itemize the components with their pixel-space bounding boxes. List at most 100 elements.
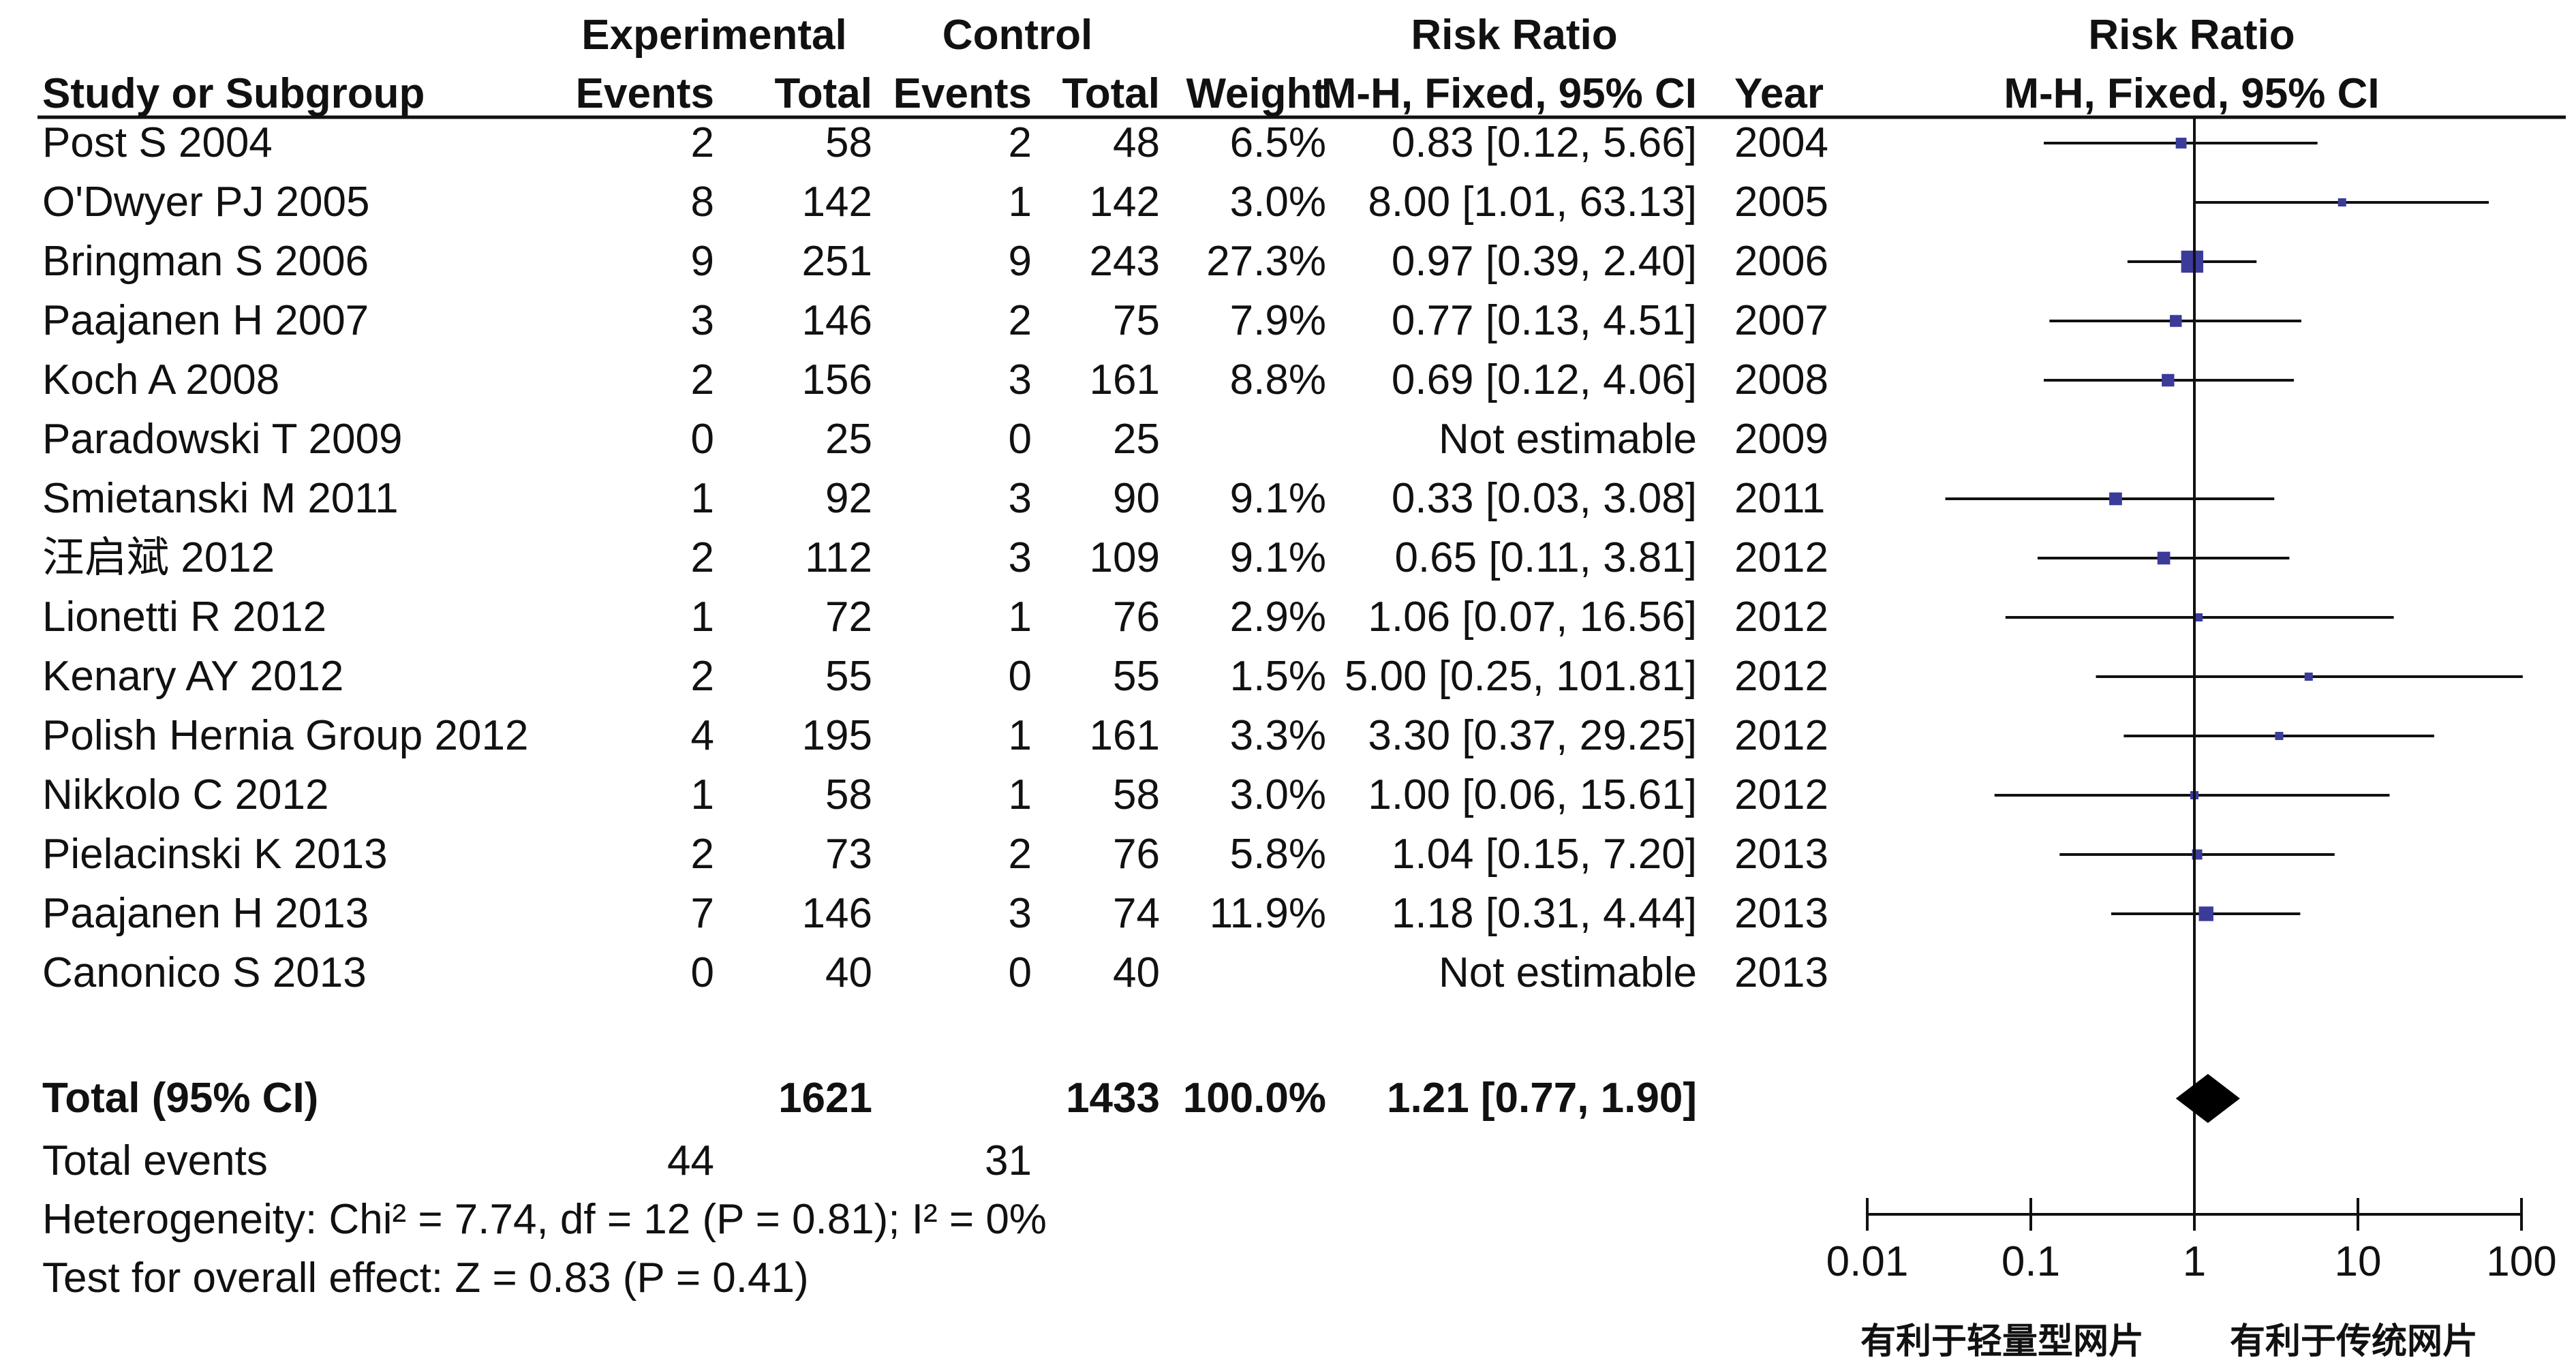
year-header: Year [1734,70,1824,117]
effect-marker [2304,673,2313,681]
effect-marker [2157,551,2171,565]
plot-title: Risk Ratio [2088,12,2295,59]
ctrl-events-cell: 2 [1009,297,1032,344]
exp-total-cell: 251 [802,238,872,285]
effect-marker [2170,315,2182,327]
ctrl-events-cell: 3 [1009,475,1032,522]
ctrl-total-cell: 25 [1113,416,1160,463]
ctrl-events-cell: 3 [1009,356,1032,403]
exp-total-cell: 92 [825,475,872,522]
exp-total-cell: 146 [802,297,872,344]
total-label: Total (95% CI) [42,1075,318,1122]
total-events-ctrl: 31 [985,1137,1032,1184]
exp-total-cell: 25 [825,416,872,463]
exp-total-cell: 58 [825,771,872,818]
exp-total-cell: 58 [825,119,872,166]
ctrl-events-header: Events [893,70,1032,117]
effect-marker [2337,198,2346,206]
total-exp-total: 1621 [778,1075,872,1122]
study-rows: Post S 2004 2 58 2 48 6.5% 0.83 [0.12, 5.66] 20… [42,119,1828,996]
forest-plot-area: 0.01 0.1 1 10 100 [1826,117,2557,1285]
effect-marker [2162,373,2175,387]
ctrl-events-cell: 0 [1009,416,1032,463]
plot-method-header: M-H, Fixed, 95% CI [2004,70,2379,117]
weight-cell: 3.3% [1230,712,1326,759]
ctrl-total-cell: 109 [1090,534,1160,581]
exp-total-cell: 40 [825,949,872,996]
exp-events-cell: 2 [691,119,714,166]
weight-header: Weight [1186,70,1327,117]
effect-marker [2175,138,2187,149]
ctrl-total-cell: 161 [1090,712,1160,759]
overall-effect-text: Test for overall effect: Z = 0.83 (P = 0… [42,1255,809,1302]
heterogeneity-text: Heterogeneity: Chi² = 7.74, df = 12 (P =… [42,1196,1047,1243]
favours-conventional-label: 有利于传统网片 [2230,1321,2478,1362]
weight-cell: 6.5% [1230,119,1326,166]
total-weight: 100.0% [1183,1075,1326,1122]
risk-ratio-method-header: M-H, Fixed, 95% CI [1321,70,1697,117]
x-tick-label: 1 [2183,1238,2206,1285]
study-name: Polish Hernia Group 2012 [42,712,528,759]
ctrl-total-cell: 76 [1113,594,1160,641]
total-events-exp: 44 [667,1137,714,1184]
effect-marker [2194,613,2203,621]
ctrl-events-cell: 3 [1009,890,1032,937]
ctrl-events-cell: 9 [1009,238,1032,285]
ctrl-total-header: Total [1062,70,1161,117]
control-group-header: Control [942,12,1092,59]
ctrl-total-cell: 161 [1090,356,1160,403]
ctrl-events-cell: 3 [1009,534,1032,581]
exp-events-cell: 2 [691,534,714,581]
weight-cell: 11.9% [1210,890,1326,937]
risk-ratio-ci-cell: 8.00 [1.01, 63.13] [1368,179,1697,226]
risk-ratio-ci-cell: 0.97 [0.39, 2.40] [1392,238,1697,285]
x-tick-label: 100 [2486,1238,2556,1285]
risk-ratio-ci-cell: Not estimable [1439,949,1697,996]
exp-total-cell: 146 [802,890,872,937]
total-risk-ratio-ci: 1.21 [0.77, 1.90] [1387,1075,1697,1122]
year-cell: 2007 [1734,297,1828,344]
x-tick-label: 0.01 [1826,1238,1909,1285]
risk-ratio-column-title: Risk Ratio [1411,12,1617,59]
exp-total-cell: 73 [825,831,872,878]
year-cell: 2012 [1734,712,1828,759]
ctrl-total-cell: 142 [1090,179,1160,226]
ctrl-total-cell: 48 [1113,119,1160,166]
exp-events-cell: 1 [691,771,714,818]
weight-cell: 3.0% [1230,179,1326,226]
exp-events-cell: 4 [691,712,714,759]
total-ctrl-total: 1433 [1066,1075,1160,1122]
weight-cell: 3.0% [1230,771,1326,818]
year-cell: 2006 [1734,238,1828,285]
year-cell: 2005 [1734,179,1828,226]
year-cell: 2011 [1734,475,1825,522]
weight-cell: 5.8% [1230,831,1326,878]
ctrl-total-cell: 55 [1113,653,1160,700]
study-name: Canonico S 2013 [42,949,367,996]
ctrl-events-cell: 0 [1009,949,1032,996]
risk-ratio-ci-cell: 3.30 [0.37, 29.25] [1368,712,1697,759]
year-cell: 2013 [1734,949,1828,996]
weight-cell: 7.9% [1230,297,1326,344]
weight-cell: 2.9% [1230,594,1326,641]
exp-total-cell: 112 [805,534,872,581]
risk-ratio-ci-cell: 0.65 [0.11, 3.81] [1394,534,1697,581]
risk-ratio-ci-cell: 1.00 [0.06, 15.61] [1368,771,1697,818]
risk-ratio-ci-cell: 5.00 [0.25, 101.81] [1345,653,1697,700]
weight-cell: 8.8% [1230,356,1326,403]
experimental-group-header: Experimental [581,12,846,59]
study-name: Bringman S 2006 [42,238,369,285]
ctrl-events-cell: 0 [1009,653,1032,700]
study-name: Kenary AY 2012 [42,653,343,700]
risk-ratio-ci-cell: 1.06 [0.07, 16.56] [1368,594,1697,641]
risk-ratio-ci-cell: 0.83 [0.12, 5.66] [1392,119,1697,166]
exp-total-cell: 72 [825,594,872,641]
year-cell: 2008 [1734,356,1828,403]
effect-marker [2198,906,2213,921]
ctrl-total-cell: 76 [1113,831,1160,878]
risk-ratio-ci-cell: 1.18 [0.31, 4.44] [1392,890,1697,937]
ctrl-events-cell: 1 [1009,771,1032,818]
study-name: 汪启斌 2012 [42,534,275,581]
risk-ratio-ci-cell: Not estimable [1439,416,1697,463]
study-name: Paajanen H 2007 [42,297,369,344]
